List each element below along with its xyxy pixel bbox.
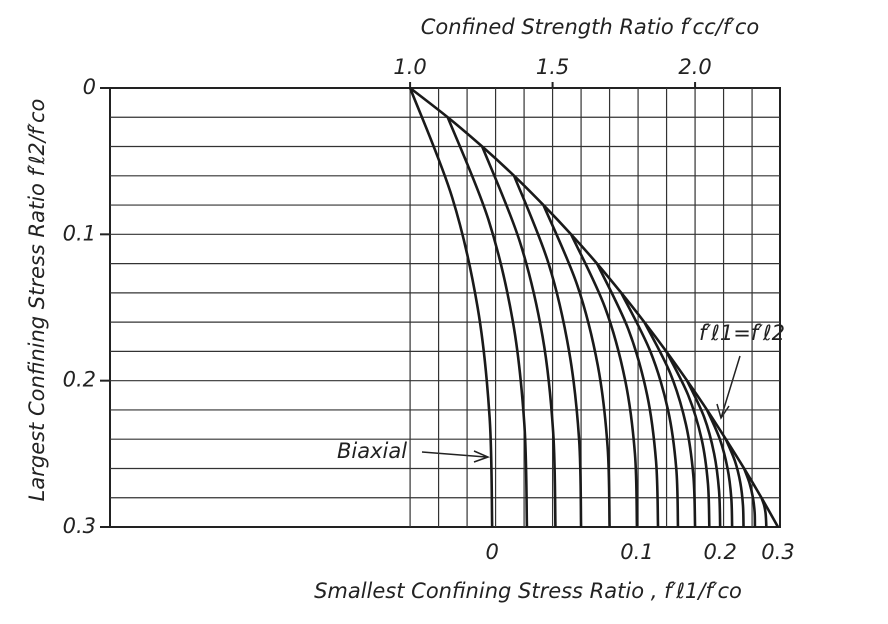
x2-tick-label: 0.3 [761,540,794,564]
curve [512,175,583,528]
x-tick-label: 1.5 [536,55,569,79]
curve [643,321,697,528]
annotation-arrow [421,450,491,463]
x2-tick-label: 0.1 [620,540,653,564]
curve [595,263,660,528]
curve [620,292,680,528]
curve [705,409,734,528]
x-tick-label: 1.0 [393,55,426,79]
curve [685,380,722,528]
y-axis-label: Largest Confining Stress Ratio f′ℓ2/f′co [25,99,49,502]
x2-tick-label: 0 [485,540,498,564]
annotation: f′ℓ1=f′ℓ2 [699,321,785,345]
curve [724,438,745,528]
y-tick-label: 0.3 [63,514,96,538]
x2-tick-label: 0.2 [703,540,736,564]
plot-frame [109,87,781,528]
chart-title: Confined Strength Ratio f′cc/f′co [421,15,760,39]
curve [409,86,780,528]
curve [446,116,529,528]
y-tick-label: 0.1 [63,221,96,245]
curve [569,233,639,528]
y-tick-label: 0.2 [63,368,96,392]
curve [542,204,611,528]
y-tick-label: 0 [83,75,96,99]
curve [480,146,557,528]
curve [742,468,757,528]
x-tick-label: 2.0 [678,55,711,79]
curve [408,87,494,528]
annotation: Biaxial [337,439,407,463]
annotation-arrow [716,355,741,420]
curve [665,350,711,528]
x2-axis-label: Smallest Confining Stress Ratio , f′ℓ1/f… [314,579,742,603]
